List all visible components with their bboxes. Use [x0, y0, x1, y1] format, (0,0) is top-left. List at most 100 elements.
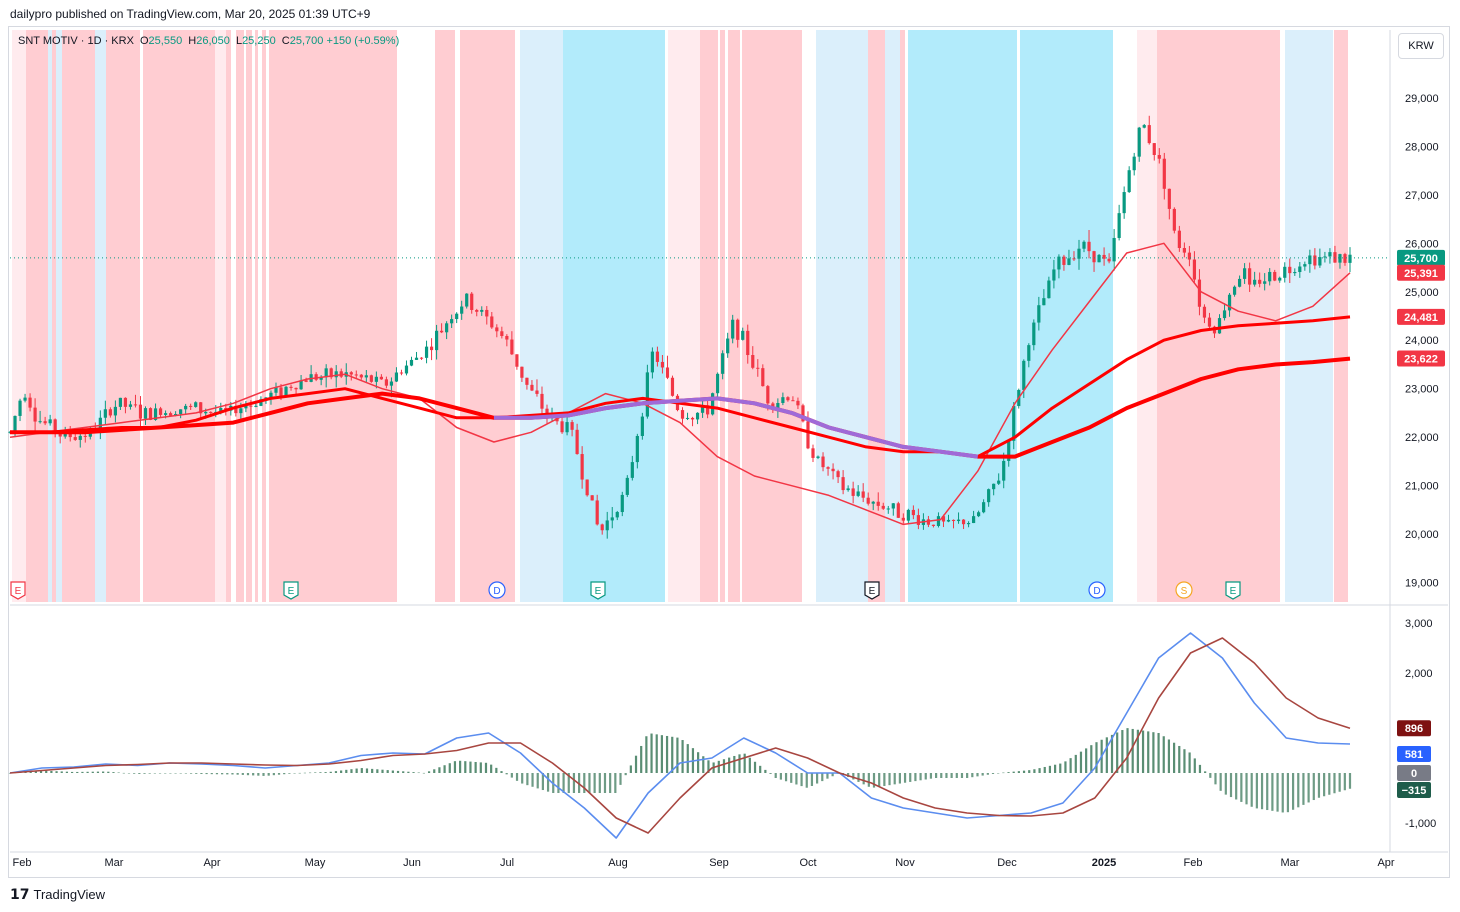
histogram-bar — [919, 773, 922, 781]
candle-body — [1248, 268, 1252, 285]
candle-body — [946, 519, 951, 522]
candle-body — [771, 403, 775, 409]
histogram-bar — [831, 773, 834, 777]
candle-body — [590, 495, 594, 501]
legend-high: 26,050 — [196, 35, 230, 47]
event-marker: E — [1225, 581, 1241, 600]
candle-body — [475, 309, 479, 312]
candle-body — [455, 313, 459, 320]
histogram-bar — [1188, 752, 1191, 773]
histogram-bar — [500, 771, 503, 773]
histogram-bar — [86, 771, 89, 773]
histogram-bar — [319, 772, 322, 773]
candle-body — [665, 367, 670, 378]
histogram-bar — [650, 733, 653, 773]
histogram-bar — [935, 773, 938, 778]
histogram-bar — [277, 773, 281, 775]
x-tick-label: Mar — [1281, 857, 1300, 869]
candle-body — [284, 386, 288, 396]
event-marker-shape — [488, 581, 506, 599]
histogram-bar — [252, 773, 255, 776]
histogram-bar — [1240, 773, 1243, 802]
histogram-bar — [738, 754, 741, 773]
macd-price-tag — [1397, 745, 1431, 762]
histogram-bar — [981, 773, 984, 776]
y-tick-label: 23,000 — [1405, 384, 1439, 396]
histogram-bar — [1302, 773, 1305, 805]
histogram-bar — [205, 773, 208, 775]
histogram-bar — [779, 773, 782, 780]
candle-body — [369, 375, 373, 382]
event-marker-letter: S — [1181, 586, 1188, 597]
histogram-bar — [76, 771, 79, 773]
candle-body — [746, 330, 750, 356]
candle-body — [1263, 281, 1267, 284]
event-marker: E — [283, 581, 299, 600]
histogram-bar — [583, 773, 586, 793]
histogram-bar — [1028, 770, 1031, 773]
histogram-bar — [681, 740, 684, 773]
macd-y-tick-label: -1,000 — [1405, 818, 1436, 830]
regime-band — [143, 30, 215, 602]
candle-body — [13, 415, 17, 432]
candle-body — [490, 316, 494, 328]
candle-body — [1027, 345, 1031, 361]
histogram-bar — [1085, 748, 1088, 773]
candle-body — [1338, 254, 1342, 263]
histogram-bar — [231, 773, 234, 775]
candle-body — [249, 405, 253, 407]
candle-body — [1142, 125, 1146, 128]
candle-body — [540, 393, 544, 409]
candle-body — [199, 402, 203, 414]
candle-body — [354, 374, 358, 376]
histogram-bar — [396, 770, 400, 773]
histogram-bar — [200, 773, 203, 774]
candle-body — [1187, 252, 1192, 260]
currency-button[interactable]: KRW — [1398, 33, 1444, 59]
candle-body — [721, 353, 725, 374]
histogram-bar — [407, 771, 410, 773]
candle-body — [851, 488, 855, 496]
regime-band — [908, 30, 1017, 602]
histogram-bar — [1348, 773, 1352, 789]
histogram-bar — [314, 772, 317, 773]
histogram-bar — [588, 773, 591, 793]
candle-body — [158, 408, 163, 415]
histogram-bar — [997, 773, 1000, 774]
histogram-bar — [179, 773, 182, 774]
candle-body — [670, 377, 675, 396]
regime-band — [95, 30, 106, 602]
candle-body — [726, 338, 730, 354]
candle-body — [445, 323, 449, 333]
histogram-bar — [743, 753, 746, 773]
histogram-bar — [195, 773, 198, 774]
histogram-bar — [371, 768, 374, 773]
histogram-bar — [940, 773, 943, 778]
footer-logo[interactable]: 𝟭𝟳 TradingView — [10, 886, 105, 903]
regime-band — [524, 30, 563, 602]
candle-body — [434, 330, 439, 351]
histogram-bar — [769, 773, 772, 774]
x-tick-label: Jul — [500, 857, 514, 869]
candle-body — [570, 422, 574, 430]
histogram-bar — [386, 770, 389, 773]
histogram-bar — [215, 773, 219, 775]
candle-body — [806, 421, 810, 449]
candle-body — [525, 377, 529, 385]
candle-body — [941, 516, 946, 522]
legend-open: 25,550 — [148, 35, 183, 47]
candle-body — [1062, 256, 1066, 265]
histogram-bar — [541, 773, 544, 791]
candle-body — [43, 421, 47, 424]
x-tick-label: Feb — [13, 857, 32, 869]
candle-body — [560, 421, 564, 433]
candle-body — [716, 373, 720, 394]
event-marker-shape — [1225, 581, 1241, 600]
macd-y-tick-label: 3,000 — [1405, 618, 1433, 630]
histogram-bar — [676, 737, 679, 773]
regime-band — [435, 30, 455, 602]
candle-body — [349, 372, 353, 375]
histogram-bar — [536, 773, 539, 789]
candle-body — [871, 501, 875, 504]
